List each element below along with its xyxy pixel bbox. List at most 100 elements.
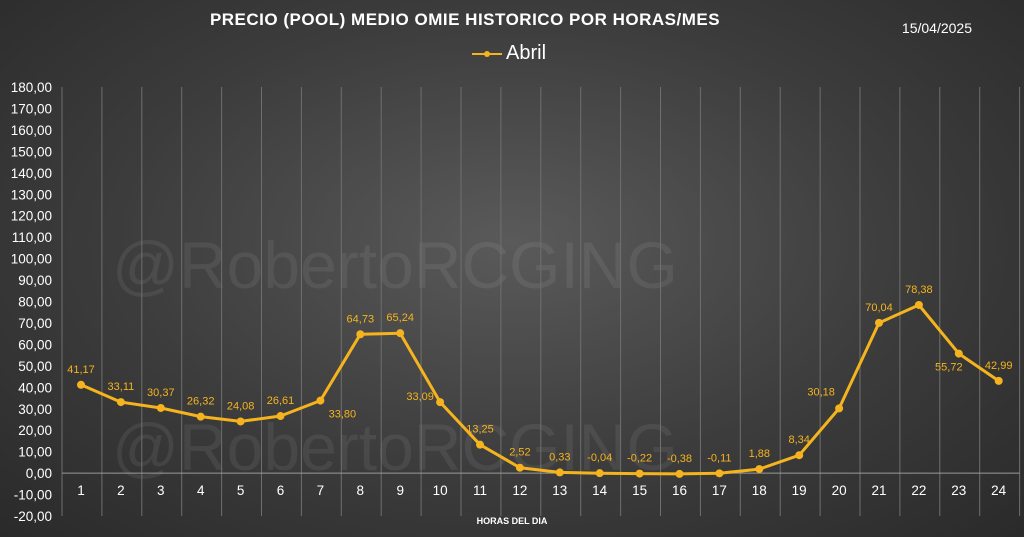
data-point — [954, 349, 963, 358]
data-label: 42,99 — [985, 360, 1013, 372]
data-point — [196, 412, 205, 421]
data-label: -0,04 — [587, 452, 612, 464]
data-label: 33,80 — [329, 409, 357, 421]
y-tick-label: 30,00 — [18, 402, 52, 417]
data-label: 30,37 — [147, 387, 175, 399]
data-point — [914, 300, 923, 309]
y-tick-label: -20,00 — [14, 509, 52, 524]
data-label: 33,09 — [406, 391, 434, 403]
data-label: 8,34 — [788, 434, 809, 446]
y-tick-label: 70,00 — [18, 316, 52, 331]
data-point — [515, 463, 524, 472]
x-tick-label: 2 — [117, 483, 125, 498]
data-point — [994, 376, 1003, 385]
y-tick-label: 40,00 — [18, 380, 52, 395]
data-point — [356, 330, 365, 339]
y-tick-label: 0,00 — [26, 466, 52, 481]
data-point — [316, 396, 325, 405]
x-tick-label: 15 — [632, 483, 647, 498]
x-tick-label: 4 — [197, 483, 205, 498]
data-label: 13,25 — [466, 424, 494, 436]
y-tick-label: 50,00 — [18, 359, 52, 374]
data-point — [116, 398, 125, 407]
y-tick-label: 150,00 — [11, 144, 52, 159]
data-point — [396, 329, 405, 338]
x-axis-title: HORAS DEL DIA — [476, 516, 548, 526]
legend-label: Abril — [506, 42, 547, 64]
y-tick-label: 80,00 — [18, 295, 52, 310]
data-label: 41,17 — [67, 364, 95, 376]
data-label: 64,73 — [347, 313, 375, 325]
data-point — [635, 469, 644, 478]
data-point — [156, 403, 165, 412]
y-tick-label: -10,00 — [14, 488, 52, 503]
x-tick-label: 16 — [672, 483, 687, 498]
x-tick-label: 10 — [433, 483, 448, 498]
x-tick-label: 20 — [832, 483, 847, 498]
data-point — [715, 469, 724, 478]
x-tick-label: 5 — [237, 483, 245, 498]
data-label: 55,72 — [935, 362, 963, 374]
data-point — [476, 440, 484, 449]
y-tick-label: 110,00 — [12, 230, 52, 245]
y-tick-label: 130,00 — [11, 187, 52, 202]
watermark: @RobertoRCGING@RobertoRCGING — [112, 228, 678, 484]
x-tick-label: 23 — [951, 483, 966, 498]
x-tick-label: 12 — [512, 483, 527, 498]
data-labels: 41,17 33,11 30,37 26,32 24,08 26,61 33,80 64,73… — [67, 284, 1012, 465]
data-point — [675, 469, 684, 478]
x-tick-label: 24 — [991, 483, 1007, 498]
y-tick-label: 20,00 — [18, 423, 52, 438]
data-label: 70,04 — [865, 302, 893, 314]
data-point — [77, 380, 85, 389]
x-tick-label: 3 — [157, 483, 165, 498]
y-tick-label: 60,00 — [18, 337, 52, 352]
data-label: 33,11 — [108, 381, 135, 393]
chart-date: 15/04/2025 — [901, 20, 972, 36]
x-tick-label: 8 — [357, 483, 365, 498]
x-tick-label: 19 — [792, 483, 807, 498]
legend: Abril — [472, 42, 546, 65]
x-tick-label: 21 — [871, 483, 886, 498]
chart-title: PRECIO (POOL) MEDIO OMIE HISTORICO POR H… — [209, 10, 721, 29]
data-point — [276, 412, 285, 421]
data-label: 26,32 — [187, 396, 215, 408]
legend-marker-icon — [472, 47, 502, 61]
data-label: -0,22 — [627, 453, 652, 465]
data-label: -0,38 — [667, 453, 692, 465]
data-label: -0,11 — [707, 452, 731, 464]
y-tick-label: 90,00 — [18, 273, 52, 288]
data-label: 0,33 — [549, 451, 570, 463]
series-abril — [77, 300, 1003, 478]
data-label: 78,38 — [905, 284, 933, 296]
y-tick-label: 10,00 — [18, 445, 52, 460]
x-tick-label: 1 — [77, 483, 85, 498]
data-label: 65,24 — [386, 312, 414, 324]
data-label: 30,18 — [807, 386, 835, 398]
data-point — [236, 417, 245, 426]
data-label: 2,52 — [509, 447, 530, 459]
data-point — [555, 468, 564, 477]
y-tick-label: 140,00 — [11, 166, 52, 181]
y-tick-label: 100,00 — [11, 252, 52, 267]
data-label: 1,88 — [749, 448, 770, 460]
x-tick-label: 18 — [752, 483, 767, 498]
x-tick-label: 11 — [473, 483, 487, 498]
data-point — [755, 465, 764, 474]
x-tick-label: 9 — [396, 483, 404, 498]
data-point — [595, 469, 604, 478]
x-tick-label: 17 — [712, 483, 727, 498]
data-point — [436, 398, 445, 407]
y-tick-label: 180,00 — [11, 80, 52, 95]
watermark-text: @RobertoRCGING — [112, 228, 678, 302]
data-label: 24,08 — [227, 400, 255, 412]
grid — [61, 87, 1021, 516]
x-tick-label: 22 — [911, 483, 926, 498]
y-tick-label: 120,00 — [11, 209, 52, 224]
y-tick-label: 160,00 — [11, 123, 52, 138]
x-tick-label: 7 — [317, 483, 325, 498]
data-point — [795, 451, 804, 460]
x-tick-label: 14 — [592, 483, 608, 498]
axes: -20,00 -10,00 0,00 10,00 20,00 30,00 40,00 50,0… — [11, 80, 1020, 524]
